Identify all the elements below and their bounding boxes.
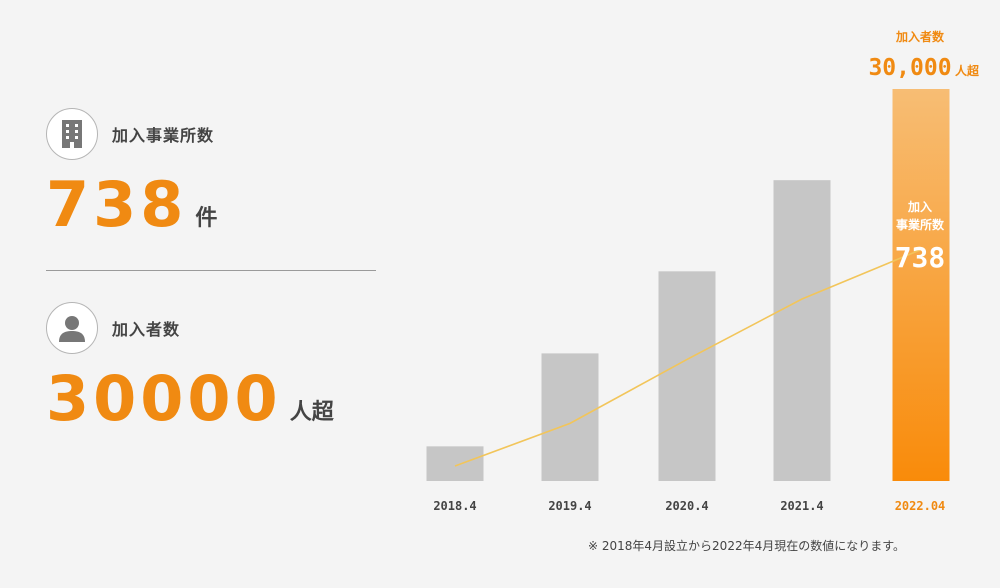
stat-member-count: 加入者数 30000 人超 xyxy=(46,302,334,430)
stat-value-row: 738 件 xyxy=(46,174,217,236)
footnote: ※ 2018年4月設立から2022年4月現在の数値になります。 xyxy=(588,539,906,553)
bar xyxy=(541,353,599,481)
stat-label: 加入者数 xyxy=(112,320,181,339)
bar xyxy=(773,180,831,482)
x-tick-label: 2019.4 xyxy=(548,499,591,513)
bar xyxy=(426,446,484,481)
stat-head: 加入事業所数 xyxy=(46,108,217,160)
stat-number: 30000 xyxy=(46,362,282,435)
x-tick-label: 2022.04 xyxy=(895,499,946,513)
stat-unit: 件 xyxy=(195,206,218,231)
building-icon xyxy=(46,108,98,160)
person-icon xyxy=(46,302,98,354)
divider xyxy=(46,270,376,271)
highlight-inner-value: 738 xyxy=(895,241,946,274)
stat-head: 加入者数 xyxy=(46,302,334,354)
highlight-top-unit: 人超 xyxy=(955,63,980,78)
stat-value-row: 30000 人超 xyxy=(46,368,334,430)
x-tick-label: 2018.4 xyxy=(433,499,476,513)
stat-unit: 人超 xyxy=(289,400,334,425)
highlight-inner-label: 事業所数 xyxy=(896,217,945,232)
x-tick-label: 2020.4 xyxy=(665,499,708,513)
highlight-top-label: 加入者数 xyxy=(895,29,945,44)
bar xyxy=(658,271,716,481)
x-tick-label: 2021.4 xyxy=(780,499,823,513)
stat-number: 738 xyxy=(46,168,188,241)
highlight-top-value: 30,000 xyxy=(868,55,951,81)
stat-business-count: 加入事業所数 738 件 xyxy=(46,108,217,236)
highlight-inner-label: 加入 xyxy=(907,199,932,214)
stat-label: 加入事業所数 xyxy=(112,126,215,145)
bar-chart: 2018.4 2019.4 2020.4 2021.4 2022.04 加入者数 30,00… xyxy=(426,29,980,513)
bar-highlight xyxy=(892,89,950,481)
line-series xyxy=(454,249,921,467)
